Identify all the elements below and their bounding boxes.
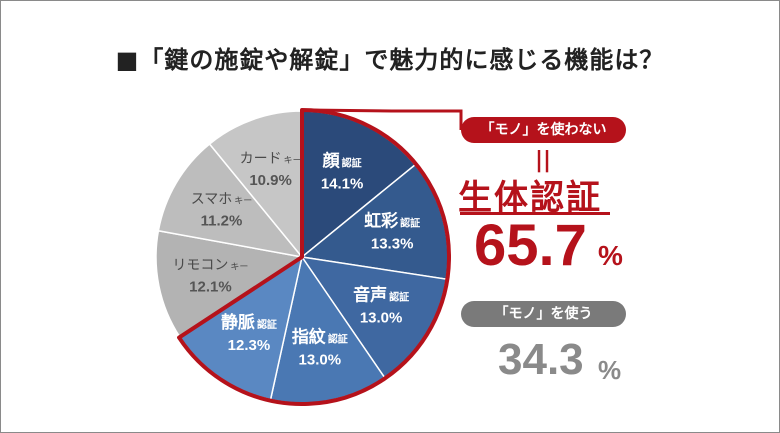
slice-value-4: 12.3%: [228, 337, 271, 354]
slice-value-1: 13.3%: [371, 235, 414, 252]
no-object-unit: %: [598, 240, 623, 271]
slice-label-4: 静脈 認証: [221, 312, 277, 333]
slice-label-7: カード キー: [240, 151, 302, 167]
biometric-title: 生体認証: [458, 178, 602, 218]
biometric-group-outline: [177, 108, 451, 406]
pie-slice-6: [157, 142, 304, 259]
slice-value-3: 13.0%: [299, 352, 342, 369]
slice-label-1: 虹彩 認証: [364, 211, 420, 231]
slice-label-5: リモコン キー: [172, 258, 248, 274]
equals-sign: ||: [535, 148, 552, 173]
no-object-value: 65.7: [474, 213, 587, 278]
slice-value-7: 10.9%: [249, 172, 292, 189]
callout-connector: [305, 108, 463, 130]
pie-slice-7: [208, 110, 303, 260]
slice-value-2: 13.0%: [360, 310, 403, 327]
object-label: 「モノ」を使う: [461, 301, 626, 327]
pie-slice-5: [155, 229, 304, 339]
biometric-underline: [460, 212, 610, 215]
slice-value-6: 11.2%: [201, 213, 243, 230]
no-object-label: 「モノ」を使わない: [461, 117, 626, 143]
slice-label-0: 顔認証: [322, 151, 362, 172]
chart-title: ■「鍵の施錠や解錠」で魅力的に感じる機能は？: [115, 46, 665, 74]
slice-value-5: 12.1%: [189, 279, 232, 296]
slice-label-3: 指紋 認証: [292, 327, 348, 348]
slice-value-0: 14.1%: [321, 176, 364, 193]
object-unit: %: [598, 355, 622, 385]
object-value: 34.3: [498, 335, 584, 384]
slice-label-6: スマホ キー: [191, 192, 253, 208]
slice-label-2: 音声 認証: [353, 285, 409, 306]
